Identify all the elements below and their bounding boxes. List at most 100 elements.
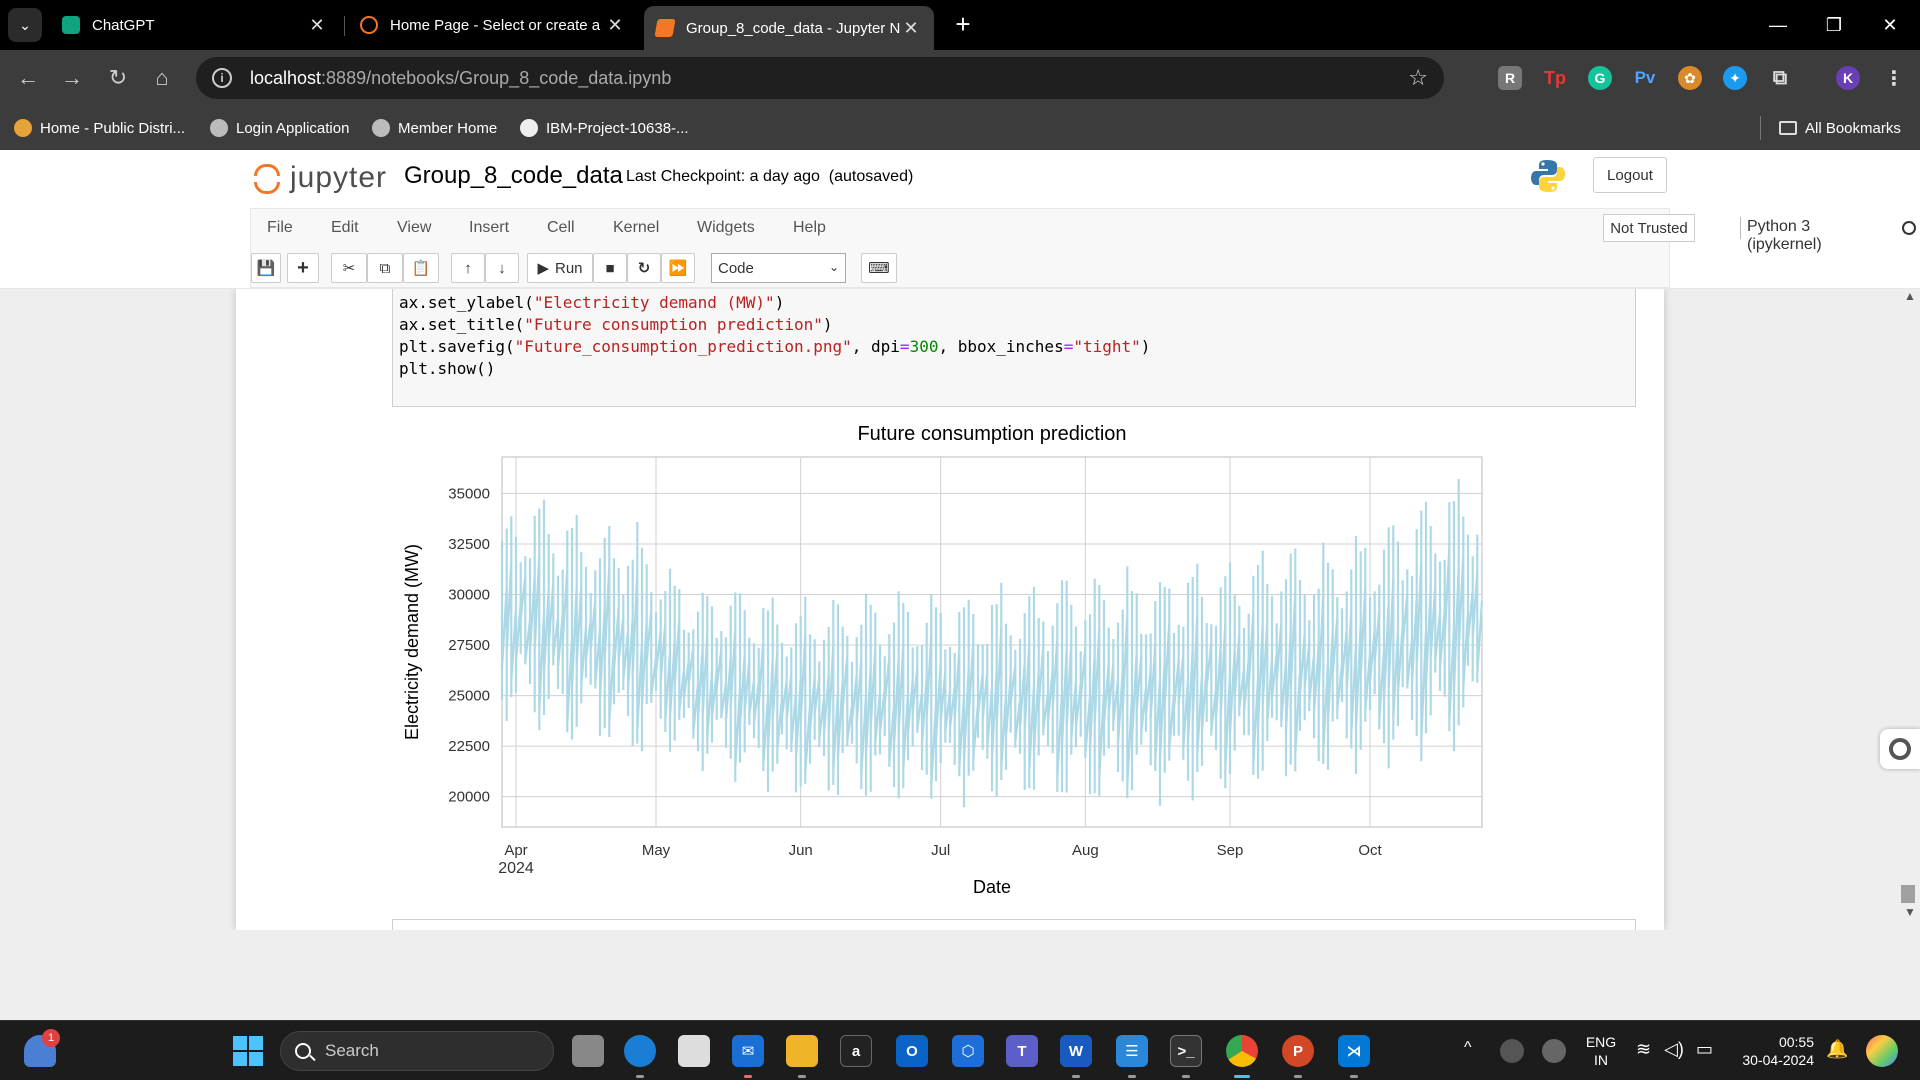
menu-widgets[interactable]: Widgets	[697, 219, 755, 236]
task-view-icon[interactable]	[572, 1035, 604, 1067]
vscode-icon[interactable]: ⋊	[1338, 1035, 1370, 1067]
language-indicator[interactable]: ENG IN	[1584, 1033, 1618, 1069]
restart-run-all-button[interactable]: ⏩	[661, 253, 695, 283]
bookmarks-bar: Home - Public Distri... Login Applicatio…	[0, 106, 1920, 150]
paw-extension-icon[interactable]: ✿	[1678, 66, 1702, 90]
back-button[interactable]: ←	[17, 65, 39, 90]
outlook-icon[interactable]: O	[896, 1035, 928, 1067]
volume-icon[interactable]: ◁)	[1664, 1039, 1684, 1059]
tab-chatgpt[interactable]: ChatGPT ✕	[50, 6, 340, 44]
command-palette-button[interactable]: ⌨	[861, 253, 897, 283]
active-indicator	[1234, 1075, 1250, 1078]
menu-help[interactable]: Help	[793, 219, 826, 236]
code-token: )	[774, 293, 785, 312]
notifications-bell-icon[interactable]: 🔔	[1826, 1039, 1849, 1059]
not-trusted-button[interactable]: Not Trusted	[1603, 214, 1695, 242]
taskbar-search[interactable]: Search	[280, 1031, 554, 1071]
tp-extension-icon[interactable]: Tp	[1544, 67, 1566, 88]
clock[interactable]: 00:55 30-04-2024	[1734, 1033, 1814, 1069]
close-icon[interactable]: ✕	[607, 14, 623, 35]
all-bookmarks[interactable]: All Bookmarks	[1760, 116, 1901, 140]
start-button[interactable]	[232, 1035, 264, 1067]
grammarly-icon[interactable]: G	[1588, 66, 1612, 90]
powerpoint-icon[interactable]: P	[1282, 1035, 1314, 1067]
menu-file[interactable]: File	[267, 219, 293, 236]
chrome-icon[interactable]	[1226, 1035, 1258, 1067]
wifi-icon[interactable]: ≋	[1636, 1039, 1652, 1059]
chevron-up-icon[interactable]: ^	[1464, 1039, 1472, 1056]
cell-type-select[interactable]: Code ⌄	[711, 253, 846, 283]
insert-cell-button[interactable]: +	[287, 253, 319, 283]
bookmark-item[interactable]: IBM-Project-10638-...	[520, 116, 689, 140]
bookmark-label: Home - Public Distri...	[40, 119, 186, 137]
move-up-button[interactable]: ↑	[451, 253, 485, 283]
onedrive-icon[interactable]	[1500, 1039, 1524, 1063]
new-tab-button[interactable]: +	[955, 9, 971, 39]
menu-kernel[interactable]: Kernel	[613, 219, 660, 236]
amazon-icon[interactable]: a	[840, 1035, 872, 1067]
star-extension-icon[interactable]: ✦	[1723, 66, 1747, 90]
bookmark-item[interactable]: Login Application	[210, 116, 349, 140]
run-button[interactable]: ▶ Run	[527, 253, 593, 283]
tab-home-page[interactable]: Home Page - Select or create a ✕	[348, 6, 638, 44]
logout-button[interactable]: Logout	[1593, 157, 1667, 193]
store-icon[interactable]	[678, 1035, 710, 1067]
browser-menu-icon[interactable]: ⋮	[1884, 67, 1904, 90]
sync-icon[interactable]	[1542, 1039, 1566, 1063]
copy-button[interactable]: ⧉	[367, 253, 403, 283]
jupyter-header: jupyter Group_8_code_data Last Checkpoin…	[0, 150, 1920, 207]
forward-button[interactable]: →	[61, 65, 83, 90]
minimize-button[interactable]: —	[1769, 14, 1787, 35]
move-down-button[interactable]: ↓	[485, 253, 519, 283]
notebook-name[interactable]: Group_8_code_data	[404, 162, 623, 189]
scroll-down-arrow[interactable]: ▼	[1904, 905, 1916, 919]
reload-button[interactable]: ↻	[108, 65, 128, 90]
notepad-icon[interactable]: ☰	[1116, 1035, 1148, 1067]
info-icon[interactable]: i	[212, 68, 232, 88]
jupyter-logo[interactable]: jupyter	[252, 160, 387, 196]
word-icon[interactable]: W	[1060, 1035, 1092, 1067]
battery-icon[interactable]: ▭	[1696, 1039, 1714, 1059]
close-icon[interactable]: ✕	[309, 14, 325, 35]
profile-avatar[interactable]: K	[1836, 66, 1860, 90]
file-explorer-icon[interactable]	[786, 1035, 818, 1067]
home-button[interactable]: ⌂	[155, 65, 169, 90]
menu-cell[interactable]: Cell	[547, 219, 575, 236]
menu-edit[interactable]: Edit	[331, 219, 359, 236]
copilot-icon[interactable]	[1866, 1035, 1898, 1067]
restore-button[interactable]: ❐	[1825, 14, 1843, 35]
close-icon[interactable]: ✕	[903, 17, 919, 38]
extensions-puzzle-icon[interactable]: ⧉	[1772, 66, 1788, 89]
extension-icon[interactable]: R	[1498, 66, 1522, 90]
side-assistant-button[interactable]	[1880, 729, 1920, 769]
running-indicator	[798, 1075, 806, 1078]
restart-button[interactable]: ↻	[627, 253, 661, 283]
app-icon[interactable]: ⬡	[952, 1035, 984, 1067]
teams-icon[interactable]: T	[1006, 1035, 1038, 1067]
bookmark-item[interactable]: Home - Public Distri...	[14, 116, 185, 140]
terminal-icon[interactable]: >_	[1170, 1035, 1202, 1067]
menu-view[interactable]: View	[397, 219, 432, 236]
mail-icon[interactable]: ✉	[732, 1035, 764, 1067]
paste-button[interactable]: 📋	[403, 253, 439, 283]
edge-icon[interactable]	[624, 1035, 656, 1067]
address-bar[interactable]: i localhost:8889/notebooks/Group_8_code_…	[196, 57, 1444, 99]
pv-extension-icon[interactable]: Pv	[1634, 68, 1656, 87]
interrupt-button[interactable]: ■	[593, 253, 627, 283]
bookmark-item[interactable]: Member Home	[372, 116, 497, 140]
menu-insert[interactable]: Insert	[469, 219, 510, 236]
x-tick-label: Aug	[1072, 842, 1099, 859]
tab-jupyter-notebook[interactable]: Group_8_code_data - Jupyter N ✕	[644, 6, 934, 50]
cut-button[interactable]: ✂	[331, 253, 367, 283]
browser-tab-bar: ⌄ ChatGPT ✕ Home Page - Select or create…	[0, 0, 1920, 50]
code-cell-editor[interactable]: ax.set_ylabel("Electricity demand (MW)")…	[392, 289, 1636, 407]
close-window-button[interactable]: ✕	[1882, 14, 1898, 35]
tab-search-button[interactable]: ⌄	[8, 8, 42, 42]
next-code-cell[interactable]	[392, 919, 1636, 930]
scroll-up-arrow[interactable]: ▲	[1904, 289, 1916, 303]
scrollbar-thumb[interactable]	[1901, 885, 1915, 903]
bookmark-star-icon[interactable]: ☆	[1408, 65, 1428, 90]
kernel-name[interactable]: Python 3 (ipykernel)	[1747, 218, 1822, 253]
search-placeholder: Search	[325, 1041, 379, 1060]
save-button[interactable]: 💾	[251, 253, 281, 283]
